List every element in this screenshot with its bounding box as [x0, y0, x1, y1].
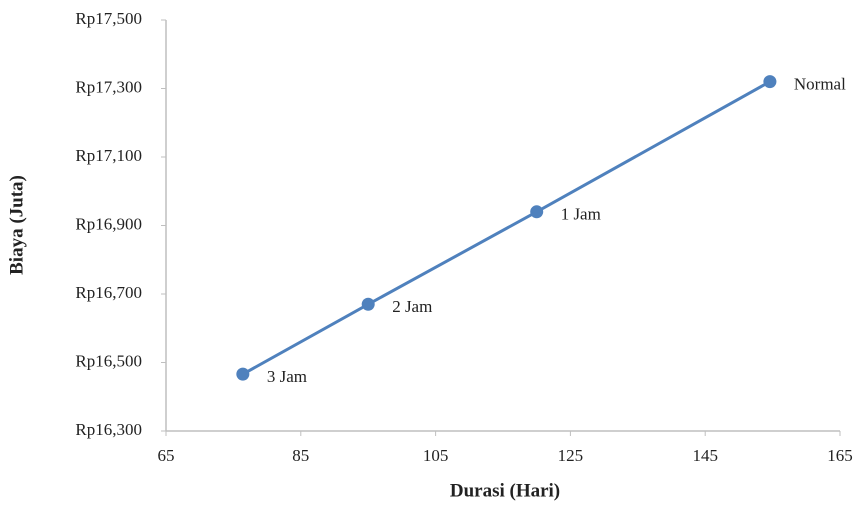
- x-axis-title: Durasi (Hari): [450, 480, 560, 501]
- x-tick-label: 65: [158, 446, 175, 465]
- y-tick-label: Rp16,500: [75, 351, 142, 370]
- data-point: [236, 367, 250, 381]
- data-point: [763, 75, 777, 89]
- y-tick-label: Rp17,500: [75, 9, 142, 28]
- x-tick-label: 165: [827, 446, 853, 465]
- y-tick-label: Rp17,100: [75, 146, 142, 165]
- y-tick-label: Rp17,300: [75, 77, 142, 96]
- data-point: [361, 297, 375, 311]
- y-tick-label: Rp16,700: [75, 283, 142, 302]
- x-tick-label: 145: [692, 446, 718, 465]
- data-line: [242, 80, 771, 376]
- x-tick-label: 85: [292, 446, 309, 465]
- point-label: 3 Jam: [267, 367, 307, 386]
- point-label: Normal: [794, 75, 846, 94]
- y-tick-label: Rp16,900: [75, 214, 142, 233]
- y-tick-label: Rp16,300: [75, 420, 142, 439]
- point-label: 1 Jam: [561, 205, 601, 224]
- data-point: [530, 205, 544, 219]
- y-axis-title: Biaya (Juta): [6, 175, 27, 275]
- x-tick-label: 105: [423, 446, 449, 465]
- x-tick-label: 125: [558, 446, 584, 465]
- point-label: 2 Jam: [392, 297, 432, 316]
